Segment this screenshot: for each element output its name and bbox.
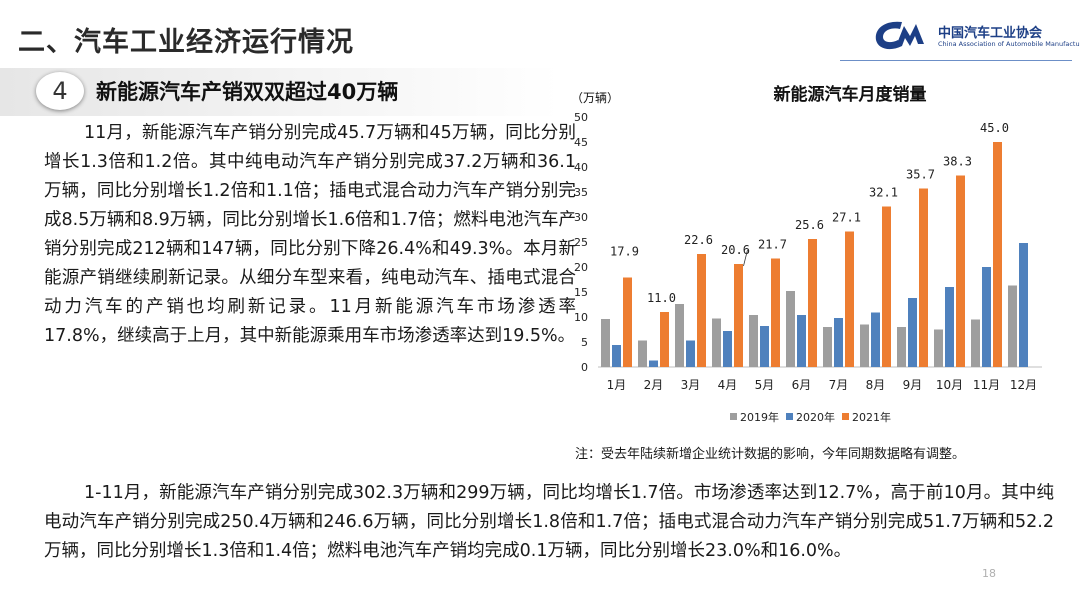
x-tick-label: 5月 xyxy=(755,378,775,392)
bar-2021-3 xyxy=(697,254,706,367)
bar-2021-7 xyxy=(845,231,854,367)
y-tick-label: 30 xyxy=(574,211,588,224)
bar-2021-1 xyxy=(623,277,632,367)
bar-2021-5 xyxy=(771,258,780,367)
data-label: 38.3 xyxy=(943,155,972,169)
bar-2019-8 xyxy=(860,324,869,367)
x-tick-label: 12月 xyxy=(1010,378,1037,392)
data-label: 17.9 xyxy=(610,245,639,259)
data-label: 11.0 xyxy=(647,291,676,305)
bar-2020-8 xyxy=(871,312,880,367)
bar-2020-10 xyxy=(945,287,954,367)
paragraph-jan-nov: 1-11月，新能源汽车产销分别完成302.3万辆和299万辆，同比均增长1.7倍… xyxy=(44,483,1054,561)
y-tick-label: 25 xyxy=(574,236,588,249)
bar-2020-1 xyxy=(612,345,621,367)
y-tick-label: 20 xyxy=(574,261,588,274)
page-title: 二、汽车工业经济运行情况 xyxy=(18,27,354,58)
bar-2020-12 xyxy=(1019,243,1028,367)
bar-2019-12 xyxy=(1008,285,1017,367)
chart-footnote: 注：受去年陆续新增企业统计数据的影响，今年同期数据略有调整。 xyxy=(575,447,966,462)
bar-2020-5 xyxy=(760,326,769,367)
legend-label-2019: 2019年 xyxy=(740,410,779,424)
chart-title: 新能源汽车月度销量 xyxy=(774,84,927,105)
y-tick-label: 10 xyxy=(574,311,588,324)
bar-2019-4 xyxy=(712,318,721,367)
bar-2020-7 xyxy=(834,318,843,367)
bar-2019-9 xyxy=(897,327,906,367)
y-tick-label: 45 xyxy=(574,136,588,149)
bar-2019-6 xyxy=(786,291,795,367)
x-tick-label: 10月 xyxy=(936,378,963,392)
bar-2021-10 xyxy=(956,175,965,367)
bar-2019-1 xyxy=(601,319,610,367)
y-tick-label: 5 xyxy=(581,336,588,349)
bar-2021-9 xyxy=(919,188,928,367)
legend-label-2021: 2021年 xyxy=(852,410,891,424)
section-heading-band xyxy=(0,68,560,116)
logo-name: 中国汽车工业协会 xyxy=(938,26,1043,41)
data-label: 20.6 xyxy=(721,243,750,257)
chart-body: 0 5 10 15 20 25 30 35 40 45 50 1月 2月 3月 4月 5月 6月 7月 8月 9月 10… xyxy=(574,111,1042,424)
bar-2021-4 xyxy=(734,264,743,367)
legend-swatch-2021 xyxy=(842,413,849,420)
data-label: 32.1 xyxy=(869,186,898,200)
y-tick-label: 50 xyxy=(574,111,588,124)
bar-2020-4 xyxy=(723,331,732,367)
bar-2020-11 xyxy=(982,267,991,367)
bar-2019-5 xyxy=(749,315,758,367)
y-tick-label: 15 xyxy=(574,286,588,299)
section-title: 新能源汽车产销双双超过40万辆 xyxy=(96,80,399,104)
bar-2020-9 xyxy=(908,298,917,367)
logo: 中国汽车工业协会 China Association of Automobile… xyxy=(872,18,1080,58)
bar-2020-6 xyxy=(797,315,806,367)
data-label-leader-line xyxy=(743,249,748,267)
bar-2019-7 xyxy=(823,327,832,367)
x-tick-label: 2月 xyxy=(644,378,664,392)
logo-mark-icon xyxy=(875,21,924,50)
x-tick-label: 4月 xyxy=(718,378,738,392)
section-number: 4 xyxy=(36,72,84,110)
x-tick-label: 11月 xyxy=(973,378,1000,392)
bar-2021-2 xyxy=(660,312,669,367)
bar-2019-2 xyxy=(638,340,647,367)
x-tick-label: 3月 xyxy=(681,378,701,392)
data-label: 35.7 xyxy=(906,168,935,182)
y-tick-label: 0 xyxy=(581,361,588,374)
legend-swatch-2019 xyxy=(730,413,737,420)
bar-2019-10 xyxy=(934,329,943,367)
x-tick-label: 1月 xyxy=(607,378,627,392)
legend-label-2020: 2020年 xyxy=(796,410,835,424)
data-label: 22.6 xyxy=(684,233,713,247)
page-number: 18 xyxy=(982,567,996,580)
x-tick-label: 7月 xyxy=(829,378,849,392)
y-tick-label: 40 xyxy=(574,161,588,174)
y-tick-label: 35 xyxy=(574,186,588,199)
bar-2021-6 xyxy=(808,239,817,367)
logo-english-name: China Association of Automobile Manufact… xyxy=(938,40,1080,48)
bar-2020-2 xyxy=(649,360,658,367)
data-label: 21.7 xyxy=(758,238,787,252)
x-tick-label: 6月 xyxy=(792,378,812,392)
bar-2021-11 xyxy=(993,142,1002,367)
paragraph-november: 11月，新能源汽车产销分别完成45.7万辆和45万辆，同比分别增长1.3倍和1.… xyxy=(44,123,576,346)
x-tick-label: 9月 xyxy=(903,378,923,392)
x-tick-label: 8月 xyxy=(866,378,886,392)
data-label: 45.0 xyxy=(980,121,1009,135)
legend-swatch-2020 xyxy=(786,413,793,420)
bar-2021-8 xyxy=(882,206,891,367)
monthly-sales-chart: 新能源汽车月度销量 （万辆） 0 5 10 15 20 25 30 35 40 45 50 1月 2月 3… xyxy=(571,84,1042,424)
bar-2019-3 xyxy=(675,304,684,367)
data-label: 27.1 xyxy=(832,211,861,225)
bar-2020-3 xyxy=(686,340,695,367)
chart-unit-label: （万辆） xyxy=(571,91,619,105)
data-label: 25.6 xyxy=(795,218,824,232)
header-rule xyxy=(840,60,1072,61)
bar-2019-11 xyxy=(971,319,980,367)
